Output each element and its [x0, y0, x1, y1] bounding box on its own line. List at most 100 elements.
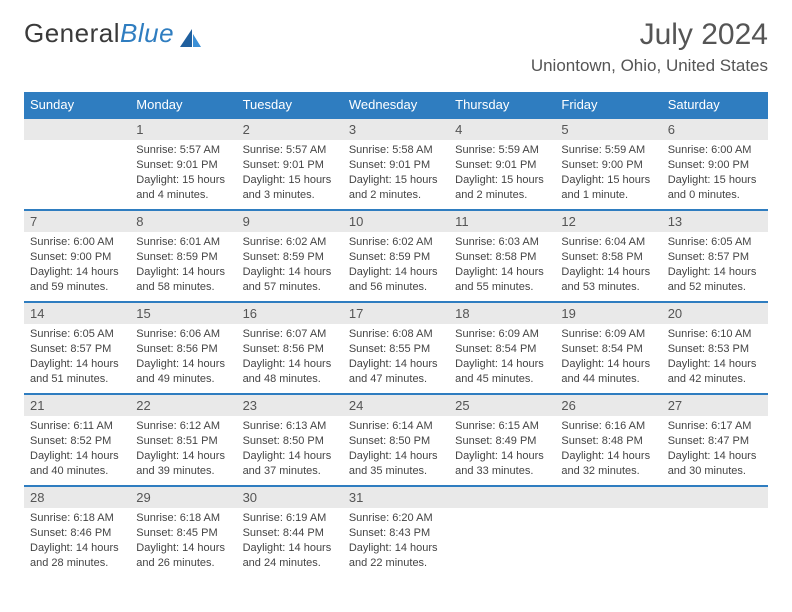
calendar-day: 11Sunrise: 6:03 AMSunset: 8:58 PMDayligh… [449, 209, 555, 301]
daylight-line: Daylight: 14 hours and 57 minutes. [243, 265, 337, 295]
sunrise-line: Sunrise: 6:18 AM [30, 511, 124, 526]
calendar-day-empty [555, 485, 661, 577]
sunset-line: Sunset: 8:54 PM [455, 342, 549, 357]
sunset-line: Sunset: 9:01 PM [455, 158, 549, 173]
sunset-line: Sunset: 8:53 PM [668, 342, 762, 357]
day-number: 6 [662, 117, 768, 140]
day-number: 14 [24, 301, 130, 324]
calendar-day: 16Sunrise: 6:07 AMSunset: 8:56 PMDayligh… [237, 301, 343, 393]
day-content: Sunrise: 6:01 AMSunset: 8:59 PMDaylight:… [130, 232, 236, 298]
calendar-day: 3Sunrise: 5:58 AMSunset: 9:01 PMDaylight… [343, 117, 449, 209]
sunrise-line: Sunrise: 6:00 AM [30, 235, 124, 250]
day-number: 22 [130, 393, 236, 416]
daylight-line: Daylight: 15 hours and 4 minutes. [136, 173, 230, 203]
sunset-line: Sunset: 8:50 PM [243, 434, 337, 449]
day-content: Sunrise: 6:17 AMSunset: 8:47 PMDaylight:… [662, 416, 768, 482]
calendar-day: 29Sunrise: 6:18 AMSunset: 8:45 PMDayligh… [130, 485, 236, 577]
weekday-header: Friday [555, 92, 661, 117]
sunrise-line: Sunrise: 6:02 AM [349, 235, 443, 250]
calendar-day-empty [449, 485, 555, 577]
calendar-row: 1Sunrise: 5:57 AMSunset: 9:01 PMDaylight… [24, 117, 768, 209]
sunrise-line: Sunrise: 5:57 AM [243, 143, 337, 158]
daylight-line: Daylight: 14 hours and 39 minutes. [136, 449, 230, 479]
location: Uniontown, Ohio, United States [531, 56, 768, 76]
sunset-line: Sunset: 9:01 PM [243, 158, 337, 173]
daylight-line: Daylight: 14 hours and 33 minutes. [455, 449, 549, 479]
sunrise-line: Sunrise: 5:59 AM [561, 143, 655, 158]
sunset-line: Sunset: 8:43 PM [349, 526, 443, 541]
sunset-line: Sunset: 8:57 PM [668, 250, 762, 265]
weekday-header: Monday [130, 92, 236, 117]
calendar-day: 19Sunrise: 6:09 AMSunset: 8:54 PMDayligh… [555, 301, 661, 393]
calendar-day: 18Sunrise: 6:09 AMSunset: 8:54 PMDayligh… [449, 301, 555, 393]
calendar-day: 1Sunrise: 5:57 AMSunset: 9:01 PMDaylight… [130, 117, 236, 209]
month-title: July 2024 [531, 18, 768, 52]
sunrise-line: Sunrise: 6:02 AM [243, 235, 337, 250]
weekday-header: Tuesday [237, 92, 343, 117]
calendar-day: 17Sunrise: 6:08 AMSunset: 8:55 PMDayligh… [343, 301, 449, 393]
day-content: Sunrise: 6:08 AMSunset: 8:55 PMDaylight:… [343, 324, 449, 390]
calendar-day: 2 Sunrise: 5:57 AMSunset: 9:01 PMDaylight… [237, 117, 343, 209]
sunset-line: Sunset: 9:00 PM [30, 250, 124, 265]
sunset-line: Sunset: 8:54 PM [561, 342, 655, 357]
sunset-line: Sunset: 8:51 PM [136, 434, 230, 449]
calendar-row: 21Sunrise: 6:11 AMSunset: 8:52 PMDayligh… [24, 393, 768, 485]
daylight-line: Daylight: 14 hours and 26 minutes. [136, 541, 230, 571]
calendar-day: 22Sunrise: 6:12 AMSunset: 8:51 PMDayligh… [130, 393, 236, 485]
day-content: Sunrise: 5:59 AMSunset: 9:00 PMDaylight:… [555, 140, 661, 206]
day-number: 24 [343, 393, 449, 416]
day-content: Sunrise: 6:18 AMSunset: 8:46 PMDaylight:… [24, 508, 130, 574]
day-content: Sunrise: 6:02 AMSunset: 8:59 PMDaylight:… [237, 232, 343, 298]
sunrise-line: Sunrise: 6:04 AM [561, 235, 655, 250]
sunrise-line: Sunrise: 6:10 AM [668, 327, 762, 342]
logo: GeneralBlue [24, 18, 202, 49]
day-content: Sunrise: 5:58 AMSunset: 9:01 PMDaylight:… [343, 140, 449, 206]
calendar-day: 21Sunrise: 6:11 AMSunset: 8:52 PMDayligh… [24, 393, 130, 485]
sunrise-line: Sunrise: 6:06 AM [136, 327, 230, 342]
calendar-row: 14Sunrise: 6:05 AMSunset: 8:57 PMDayligh… [24, 301, 768, 393]
day-number: 15 [130, 301, 236, 324]
calendar-day: 14Sunrise: 6:05 AMSunset: 8:57 PMDayligh… [24, 301, 130, 393]
daylight-line: Daylight: 14 hours and 44 minutes. [561, 357, 655, 387]
day-number: 10 [343, 209, 449, 232]
calendar-row: 7Sunrise: 6:00 AMSunset: 9:00 PMDaylight… [24, 209, 768, 301]
sunrise-line: Sunrise: 6:00 AM [668, 143, 762, 158]
daylight-line: Daylight: 14 hours and 37 minutes. [243, 449, 337, 479]
logo-text: GeneralBlue [24, 18, 174, 49]
day-number: 30 [237, 485, 343, 508]
calendar-day: 4Sunrise: 5:59 AMSunset: 9:01 PMDaylight… [449, 117, 555, 209]
day-number: 11 [449, 209, 555, 232]
sunrise-line: Sunrise: 6:20 AM [349, 511, 443, 526]
calendar-day: 31Sunrise: 6:20 AMSunset: 8:43 PMDayligh… [343, 485, 449, 577]
day-number: 19 [555, 301, 661, 324]
day-number: 2 [237, 117, 343, 140]
day-content: Sunrise: 5:57 AMSunset: 9:01 PMDaylight:… [130, 140, 236, 206]
day-number: 3 [343, 117, 449, 140]
sunrise-line: Sunrise: 6:19 AM [243, 511, 337, 526]
sunset-line: Sunset: 8:56 PM [243, 342, 337, 357]
calendar-table: SundayMondayTuesdayWednesdayThursdayFrid… [24, 92, 768, 577]
sunset-line: Sunset: 8:50 PM [349, 434, 443, 449]
sunrise-line: Sunrise: 6:05 AM [30, 327, 124, 342]
sunset-line: Sunset: 8:47 PM [668, 434, 762, 449]
weekday-header: Sunday [24, 92, 130, 117]
sunset-line: Sunset: 8:59 PM [136, 250, 230, 265]
sunrise-line: Sunrise: 5:58 AM [349, 143, 443, 158]
day-content: Sunrise: 6:00 AMSunset: 9:00 PMDaylight:… [24, 232, 130, 298]
logo-word2: Blue [120, 18, 174, 48]
calendar-day: 30Sunrise: 6:19 AMSunset: 8:44 PMDayligh… [237, 485, 343, 577]
daylight-line: Daylight: 15 hours and 3 minutes. [243, 173, 337, 203]
daylight-line: Daylight: 14 hours and 52 minutes. [668, 265, 762, 295]
day-number: 25 [449, 393, 555, 416]
day-content: Sunrise: 6:14 AMSunset: 8:50 PMDaylight:… [343, 416, 449, 482]
sunset-line: Sunset: 9:00 PM [561, 158, 655, 173]
sunset-line: Sunset: 9:01 PM [136, 158, 230, 173]
logo-sail-icon [178, 27, 202, 49]
sunset-line: Sunset: 8:45 PM [136, 526, 230, 541]
sunset-line: Sunset: 9:01 PM [349, 158, 443, 173]
day-number: 13 [662, 209, 768, 232]
day-number: 1 [130, 117, 236, 140]
day-content: Sunrise: 6:11 AMSunset: 8:52 PMDaylight:… [24, 416, 130, 482]
day-number: 26 [555, 393, 661, 416]
weekday-header-row: SundayMondayTuesdayWednesdayThursdayFrid… [24, 92, 768, 117]
